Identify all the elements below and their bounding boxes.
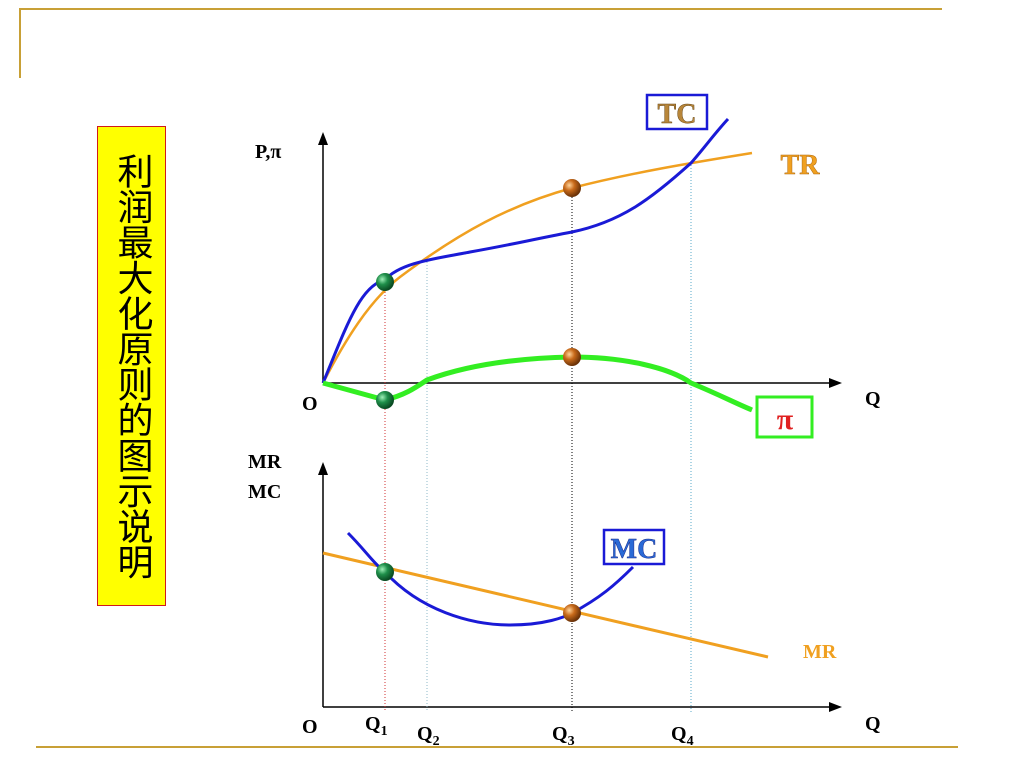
vertical-title: 利润最大化原则的图示说明 [111, 153, 153, 579]
tc-curve [321, 117, 730, 384]
bottom-origin-label: O [302, 716, 318, 738]
top-y-axis-arrow [318, 132, 328, 145]
frame-left-line [19, 8, 21, 78]
point-mc-mr-q1 [376, 563, 394, 581]
frame-top-line [20, 8, 942, 10]
q2-label: Q2 [417, 723, 440, 749]
tr-label: TR [781, 150, 821, 181]
bottom-x-axis-arrow [829, 702, 842, 712]
q3-label: Q3 [552, 723, 575, 749]
bottom-y-axis-arrow [318, 462, 328, 475]
mc-label: MC [611, 534, 658, 565]
tc-label-box [645, 93, 709, 131]
frame-bottom-line [36, 746, 958, 748]
top-x-axis-label: Q [865, 388, 881, 410]
pi-label: π [777, 403, 794, 436]
top-origin-label: O [302, 393, 318, 415]
bottom-y-axis-label-mr: MR [248, 451, 282, 473]
q4-label: Q4 [671, 723, 694, 749]
point-mc-mr-q3 [563, 604, 581, 622]
title-box: 利润最大化原则的图示说明 [97, 126, 166, 606]
point-tr-q3 [563, 179, 581, 197]
mr-label: MR [803, 641, 837, 663]
q1-label: Q1 [365, 713, 388, 739]
point-pi-max-q3 [563, 348, 581, 366]
mr-curve [322, 551, 769, 659]
bottom-x-axis-label: Q [865, 713, 881, 735]
point-pi-q1 [376, 391, 394, 409]
point-tc-q1 [376, 273, 394, 291]
bottom-y-axis-label-mc: MC [248, 481, 281, 503]
tc-label: TC [658, 99, 697, 130]
top-y-axis-label: P,π [255, 141, 281, 163]
top-x-axis-arrow [829, 378, 842, 388]
pi-label-box [755, 395, 814, 439]
mc-curve [346, 531, 635, 627]
mc-label-box [602, 528, 666, 566]
tr-curve [321, 151, 753, 384]
